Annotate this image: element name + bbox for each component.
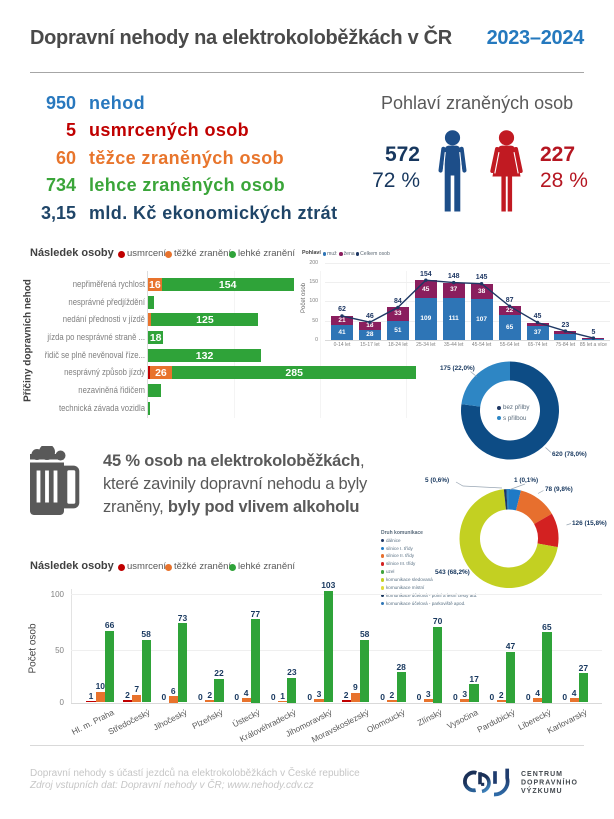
svg-text:DOPRAVNÍHO: DOPRAVNÍHO — [521, 778, 578, 787]
svg-text:VÝZKUMU: VÝZKUMU — [521, 786, 563, 795]
svg-text:CENTRUM: CENTRUM — [521, 771, 563, 778]
